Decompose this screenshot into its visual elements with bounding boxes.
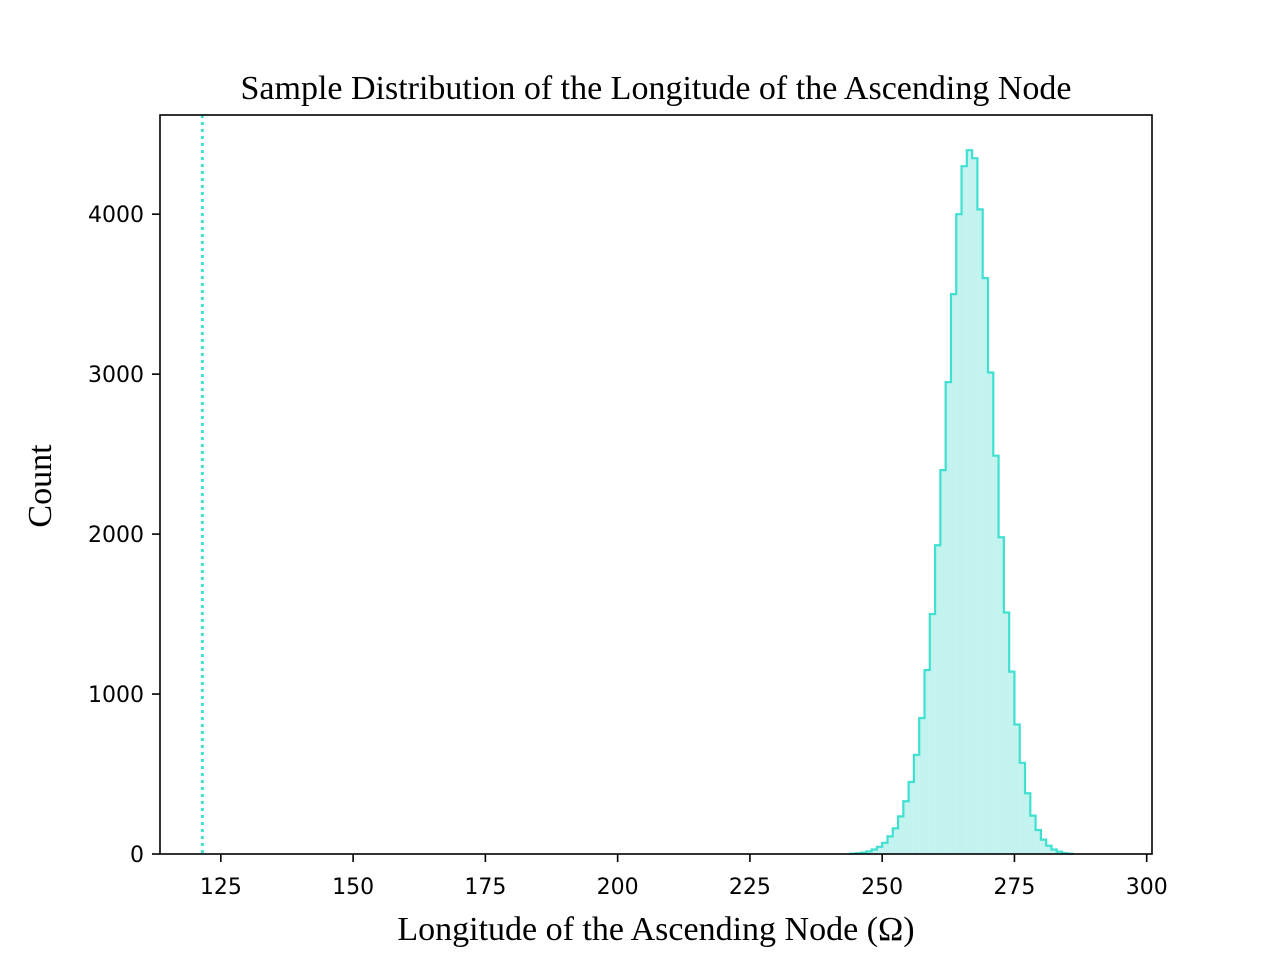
histogram-bar	[1009, 671, 1015, 854]
histogram-bar	[987, 372, 994, 854]
x-axis-ticks: 125 150 175 200 225 250 275 300	[200, 854, 1168, 900]
histogram-bar	[898, 816, 904, 854]
histogram-bar	[903, 801, 909, 854]
x-tick-label: 125	[200, 875, 242, 900]
histogram-bar	[1014, 724, 1020, 854]
histogram-bar	[1030, 815, 1036, 854]
y-tick-label: 3000	[88, 363, 144, 388]
histogram-bar	[919, 718, 925, 854]
histogram-bar	[929, 614, 936, 854]
histogram-bar	[1040, 839, 1047, 854]
x-tick-label: 225	[729, 875, 771, 900]
x-tick-label: 250	[861, 875, 903, 900]
histogram-bar	[887, 836, 893, 854]
histogram-bar	[1025, 793, 1031, 854]
histogram-bar	[935, 545, 941, 854]
histogram-bar	[892, 828, 899, 854]
y-tick-label: 1000	[88, 683, 144, 708]
histogram-bar	[972, 158, 978, 855]
histogram-bar	[1035, 830, 1041, 854]
plot-frame	[159, 114, 1153, 855]
histogram-bar	[876, 846, 883, 854]
histogram-bar	[1046, 845, 1052, 854]
histogram-bar	[871, 849, 877, 854]
histogram-step-outline	[849, 149, 1074, 855]
chart-title: Sample Distribution of the Longitude of …	[241, 70, 1072, 107]
y-tick-label: 2000	[88, 523, 144, 548]
histogram-bar	[1019, 762, 1026, 854]
x-tick-label: 175	[464, 875, 506, 900]
x-tick-label: 300	[1126, 875, 1168, 900]
y-tick-label: 0	[130, 843, 144, 868]
plot-area	[200, 115, 1074, 855]
histogram-bar	[1051, 849, 1057, 854]
x-axis-label: Longitude of the Ascending Node (Ω)	[397, 911, 914, 948]
x-tick-label: 200	[597, 875, 639, 900]
histogram-bar	[1003, 612, 1010, 854]
x-tick-label: 150	[332, 875, 374, 900]
histogram-bar	[993, 455, 999, 854]
histogram-bar	[866, 851, 872, 854]
histogram-bar	[956, 214, 962, 854]
histogram-bar	[998, 537, 1004, 854]
y-axis-label: Count	[22, 444, 59, 528]
x-tick-label: 275	[993, 875, 1035, 900]
histogram-bar	[966, 150, 973, 854]
histogram-bar	[908, 782, 914, 854]
y-axis-ticks: 0 1000 2000 3000 4000	[88, 203, 160, 868]
histogram-bar	[950, 294, 957, 855]
histogram-bar	[961, 166, 967, 854]
histogram-bar	[977, 209, 983, 855]
histogram-bar	[940, 470, 946, 854]
histogram-bar	[882, 842, 888, 854]
histogram-bar	[1056, 851, 1063, 854]
histogram-bar	[945, 382, 951, 854]
histogram-bar	[982, 278, 988, 854]
histogram-bar	[924, 670, 930, 854]
y-tick-label: 4000	[88, 203, 144, 228]
histogram-bar	[913, 754, 920, 854]
